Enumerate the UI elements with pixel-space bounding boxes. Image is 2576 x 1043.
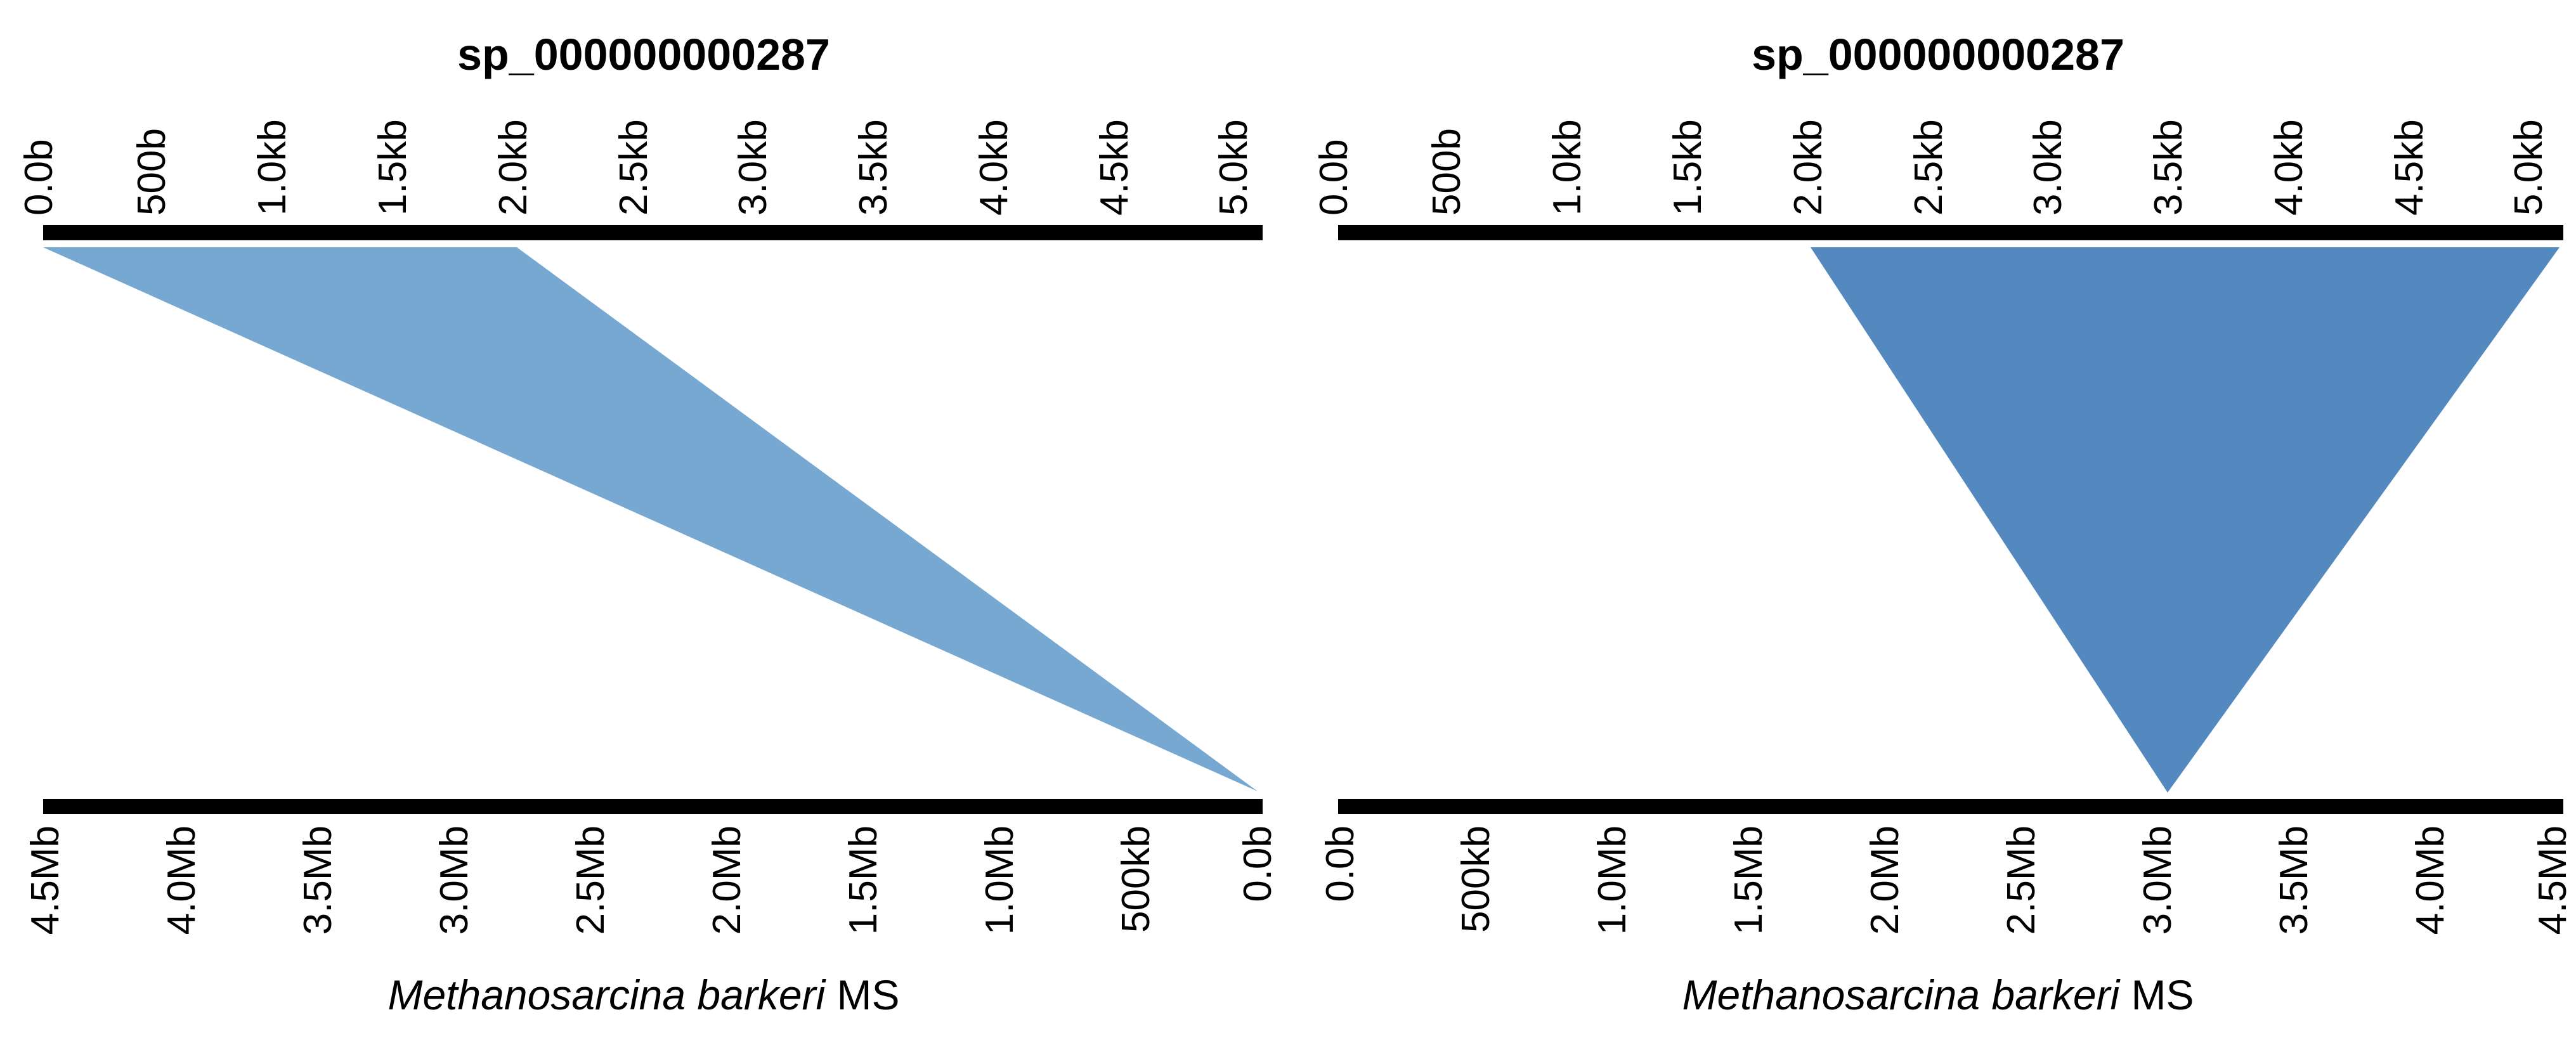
panel-left-bottom-tick-0: 4.5Mb: [23, 826, 67, 935]
panel-right-top-tick-6: 3.0kb: [2026, 119, 2070, 216]
panel-left-bottom-tick-9: 0.0b: [1236, 826, 1280, 902]
panel-left-bottom-tick-2: 3.5Mb: [296, 826, 340, 935]
panel-right-top-tick-5: 2.5kb: [1907, 119, 1951, 216]
panel-left-top-tick-6: 3.0kb: [731, 119, 775, 216]
panel-right: sp_000000000287 0.0b 500b 1.0kb 1.5kb 2.…: [1312, 30, 2575, 1018]
panel-right-query-track: [1338, 225, 2563, 240]
panel-right-bottom-tick-8: 4.0Mb: [2409, 826, 2452, 935]
panel-right-top-tick-3: 1.5kb: [1666, 119, 1710, 216]
panel-left-top-ticks: 0.0b 500b 1.0kb 1.5kb 2.0kb 2.5kb 3.0kb …: [17, 119, 1256, 216]
panel-left-alignment-band: [43, 247, 1258, 791]
panel-left: sp_000000000287 0.0b 500b 1.0kb 1.5kb 2.…: [17, 30, 1280, 1018]
panel-right-bottom-tick-3: 1.5Mb: [1727, 826, 1771, 935]
panel-left-bottom-tick-4: 2.5Mb: [569, 826, 613, 935]
panel-left-genome-name: Methanosarcina barkeri: [387, 971, 826, 1018]
panel-right-bottom-tick-9: 4.5Mb: [2531, 826, 2575, 935]
panel-right-top-tick-7: 3.5kb: [2147, 119, 2190, 216]
panel-right-genome-suffix: MS: [2119, 971, 2194, 1018]
panel-left-top-tick-3: 1.5kb: [371, 119, 415, 216]
panel-right-top-tick-8: 4.0kb: [2267, 119, 2311, 216]
panel-right-genome-caption: Methanosarcina barkeri MS: [1682, 971, 2194, 1018]
panel-right-bottom-tick-6: 3.0Mb: [2136, 826, 2180, 935]
panel-right-title: sp_000000000287: [1752, 30, 2124, 79]
panel-right-bottom-ticks: 0.0b 500kb 1.0Mb 1.5Mb 2.0Mb 2.5Mb 3.0Mb…: [1318, 826, 2575, 935]
panel-left-top-tick-7: 3.5kb: [852, 119, 895, 216]
panel-right-reference-track: [1338, 799, 2563, 814]
panel-left-top-tick-8: 4.0kb: [972, 119, 1016, 216]
panel-left-bottom-tick-5: 2.0Mb: [705, 826, 749, 935]
panel-right-bottom-tick-4: 2.0Mb: [1863, 826, 1907, 935]
panel-left-bottom-ticks: 4.5Mb 4.0Mb 3.5Mb 3.0Mb 2.5Mb 2.0Mb 1.5M…: [23, 826, 1280, 935]
panel-left-genome-caption: Methanosarcina barkeri MS: [387, 971, 899, 1018]
panel-right-top-tick-10: 5.0kb: [2507, 119, 2551, 216]
panel-left-query-track: [43, 225, 1263, 240]
panel-right-bottom-tick-0: 0.0b: [1318, 826, 1362, 902]
panel-right-top-ticks: 0.0b 500b 1.0kb 1.5kb 2.0kb 2.5kb 3.0kb …: [1312, 119, 2551, 216]
panel-right-bottom-tick-2: 1.0Mb: [1590, 826, 1634, 935]
panel-right-alignment-band: [1811, 247, 2560, 793]
panel-right-bottom-tick-1: 500kb: [1454, 826, 1498, 933]
panel-left-bottom-tick-7: 1.0Mb: [978, 826, 1022, 935]
panel-left-genome-suffix: MS: [825, 971, 899, 1018]
panel-right-top-tick-9: 4.5kb: [2388, 119, 2431, 216]
panel-left-title: sp_000000000287: [457, 30, 830, 79]
panel-left-top-tick-9: 4.5kb: [1093, 119, 1136, 216]
panel-left-bottom-tick-8: 500kb: [1114, 826, 1158, 933]
panel-left-top-tick-1: 500b: [130, 128, 174, 216]
panel-left-top-tick-10: 5.0kb: [1212, 119, 1256, 216]
panel-right-bottom-tick-7: 3.5Mb: [2272, 826, 2316, 935]
panel-right-top-tick-4: 2.0kb: [1786, 119, 1830, 216]
panel-left-reference-track: [43, 799, 1263, 814]
panel-left-top-tick-4: 2.0kb: [491, 119, 535, 216]
panel-left-bottom-tick-1: 4.0Mb: [160, 826, 204, 935]
panel-left-bottom-tick-6: 1.5Mb: [842, 826, 885, 935]
panel-right-genome-name: Methanosarcina barkeri: [1682, 971, 2121, 1018]
panel-right-top-tick-0: 0.0b: [1312, 139, 1356, 216]
panel-left-top-tick-0: 0.0b: [17, 139, 61, 216]
panel-left-bottom-tick-3: 3.0Mb: [433, 826, 476, 935]
panel-right-top-tick-1: 500b: [1425, 128, 1469, 216]
panel-left-top-tick-5: 2.5kb: [612, 119, 656, 216]
panel-right-top-tick-2: 1.0kb: [1545, 119, 1589, 216]
panel-left-top-tick-2: 1.0kb: [250, 119, 294, 216]
panel-right-bottom-tick-5: 2.5Mb: [2000, 826, 2043, 935]
